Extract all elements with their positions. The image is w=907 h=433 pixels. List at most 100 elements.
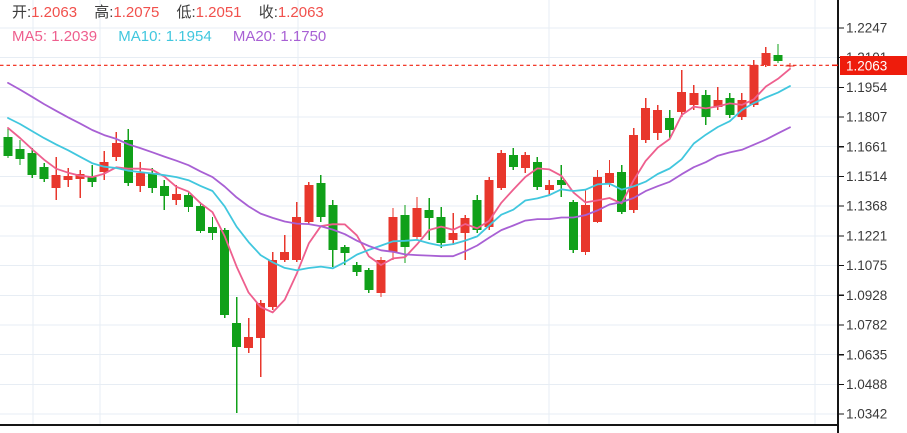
candle-body — [412, 207, 422, 237]
candle-body — [39, 167, 49, 179]
candle-body — [352, 265, 362, 272]
candle-body — [484, 180, 494, 227]
candle-body — [304, 185, 314, 222]
low-label: 低: — [176, 4, 196, 21]
candle-body — [256, 303, 266, 339]
candle-body — [208, 227, 217, 234]
candle-body — [701, 95, 711, 117]
candle-body — [159, 186, 169, 196]
candle-body — [581, 204, 590, 252]
candle-body — [364, 270, 374, 291]
close-label: 收: — [258, 4, 278, 21]
candle-body — [51, 174, 61, 189]
ma10-line — [7, 85, 791, 272]
open-value: 1.2063 — [31, 4, 78, 21]
candle-body — [761, 52, 771, 66]
candle-body — [424, 210, 434, 218]
candle-body — [27, 153, 37, 175]
open-readout: 开:1.2063 — [12, 4, 77, 21]
candle-body — [220, 230, 230, 315]
candles — [3, 44, 795, 413]
close-value: 1.2063 — [277, 4, 324, 21]
candle-body — [3, 137, 13, 157]
price-axis-label: 1.1075 — [846, 258, 887, 273]
axes — [0, 0, 839, 433]
current-price-tag: 1.2063 — [832, 56, 907, 75]
candle-body — [280, 251, 290, 260]
candle-body — [87, 176, 97, 182]
candle-body — [713, 99, 723, 107]
candle-body — [593, 176, 602, 222]
candle-body — [556, 180, 566, 186]
ma20-value: 1.1750 — [280, 28, 327, 45]
candle-body — [400, 215, 410, 247]
candle-body — [196, 205, 205, 231]
ohlc-readout: 开:1.2063 高:1.2075 低:1.2051 收:1.2063 — [12, 4, 337, 21]
price-axis-label: 1.1807 — [846, 110, 887, 125]
ma10-label: MA10: — [118, 28, 162, 45]
candle-body — [737, 99, 747, 117]
close-readout: 收:1.2063 — [259, 4, 324, 21]
candle-body — [629, 135, 639, 210]
high-readout: 高:1.2075 — [94, 4, 159, 21]
ma20-label: MA20: — [232, 28, 277, 45]
candle-body — [15, 149, 25, 159]
candle-body — [244, 337, 254, 348]
ma5-label: MA5: — [12, 28, 48, 45]
candle-body — [617, 172, 627, 212]
price-axis-label: 1.0488 — [846, 377, 887, 392]
candle-body — [653, 110, 663, 133]
candle-body — [785, 65, 795, 67]
candle-body — [568, 202, 578, 250]
low-readout: 低:1.2051 — [176, 4, 241, 21]
candle-body — [460, 217, 470, 234]
price-axis-label: 1.0635 — [846, 347, 887, 362]
candle-body — [689, 93, 699, 105]
price-axis-label: 1.1661 — [846, 139, 887, 154]
candle-body — [147, 173, 157, 189]
high-value: 1.2075 — [113, 4, 160, 21]
candle-body — [232, 323, 242, 347]
price-axis-label: 1.1954 — [846, 80, 888, 95]
candle-body — [472, 200, 482, 230]
candle-body — [63, 175, 73, 180]
candle-body — [773, 54, 783, 61]
price-axis-label: 1.1221 — [846, 229, 887, 244]
ma10-readout: MA10: 1.1954 — [118, 28, 211, 45]
price-axis-label: 1.0342 — [846, 407, 887, 422]
open-label: 开: — [12, 4, 32, 21]
candle-body — [111, 142, 121, 158]
candle-body — [316, 183, 326, 217]
candle-body — [496, 153, 506, 189]
price-axis: 1.22471.21011.19541.18071.16611.15141.13… — [838, 21, 888, 422]
svg-text:1.2063: 1.2063 — [846, 58, 887, 73]
candle-body — [135, 173, 145, 187]
price-axis-label: 1.0928 — [846, 288, 887, 303]
low-value: 1.2051 — [195, 4, 242, 21]
ma-readout: MA5: 1.2039 MA10: 1.1954 MA20: 1.1750 — [12, 28, 343, 45]
high-label: 高: — [94, 4, 114, 21]
ma5-line — [7, 67, 791, 314]
price-axis-label: 1.0782 — [846, 318, 887, 333]
candle-body — [665, 118, 675, 130]
candle-body — [448, 233, 458, 240]
ma5-value: 1.2039 — [51, 28, 98, 45]
candle-body — [436, 217, 446, 243]
ma20-line — [7, 82, 791, 258]
candle-body — [725, 97, 735, 115]
candle-body — [749, 65, 759, 105]
candle-body — [123, 140, 133, 183]
candle-body — [268, 260, 278, 307]
candle-body — [677, 92, 687, 112]
candle-body — [292, 217, 302, 261]
ma5-readout: MA5: 1.2039 — [12, 28, 97, 45]
price-axis-label: 1.1514 — [846, 169, 888, 184]
ma10-value: 1.1954 — [165, 28, 212, 45]
candle-body — [641, 108, 651, 140]
candle-body — [508, 155, 518, 167]
candle-body — [388, 217, 398, 252]
candle-body — [340, 247, 350, 253]
price-axis-label: 1.2247 — [846, 21, 887, 36]
